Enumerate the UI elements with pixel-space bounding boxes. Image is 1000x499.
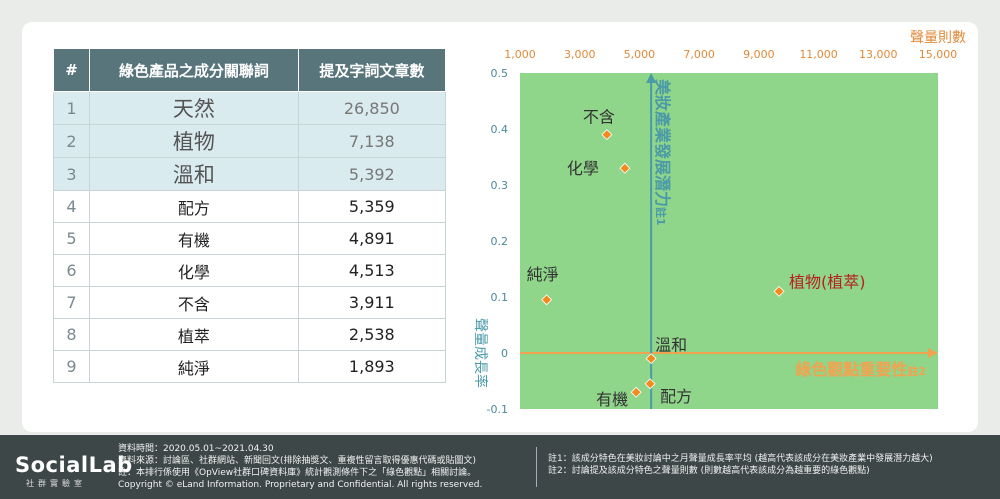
table-row: 8 植萃 2,538 xyxy=(53,318,447,351)
x-tick-label: 1,000 xyxy=(504,48,536,61)
y-axis-potential-text: 美妝產業發展潛力 xyxy=(653,79,672,207)
y-tick-label: -0.1 xyxy=(487,403,508,416)
x-axis-importance-text: 綠色觀點重要性 xyxy=(795,360,907,379)
count-cell: 4,513 xyxy=(297,254,447,287)
rank-cell: 3 xyxy=(53,157,90,191)
point-label: 植物(植萃) xyxy=(789,272,866,291)
sociallab-logo: SocialLab xyxy=(15,453,133,477)
point-label: 配方 xyxy=(660,387,692,406)
y-tick-label: 0 xyxy=(501,347,508,360)
table-row: 4 配方 5,359 xyxy=(53,190,447,223)
table-header-row: # 綠色產品之成分關聯詞 提及字詞文章數 xyxy=(53,48,447,92)
footer: SocialLab 社群實驗室 資料時間：2020.05.01~2021.04.… xyxy=(0,435,1000,499)
scatter-point xyxy=(630,386,642,398)
y-tick-label: 0.1 xyxy=(491,291,509,304)
count-cell: 1,893 xyxy=(297,350,447,383)
scatter-point xyxy=(644,378,656,390)
count-cell: 7,138 xyxy=(297,124,447,158)
x-tick-labels: 1,000 3,000 5,000 7,000 9,000 11,000 13,000 15,… xyxy=(504,48,957,61)
note-line: 資料時間：2020.05.01~2021.04.30 xyxy=(118,444,274,454)
rank-cell: 9 xyxy=(53,350,90,383)
table-row: 2 植物 7,138 xyxy=(53,124,447,158)
rank-cell: 2 xyxy=(53,124,90,158)
scatter-chart: 1,000 3,000 5,000 7,000 9,000 11,000 13,000 15,… xyxy=(470,22,978,432)
x-tick-label: 15,000 xyxy=(919,48,958,61)
table-row: 6 化學 4,513 xyxy=(53,254,447,287)
scatter-point xyxy=(645,353,657,365)
count-cell: 2,538 xyxy=(297,318,447,351)
y-tick-label: 0.4 xyxy=(491,123,509,136)
x-axis-importance-label: 綠色觀點重要性註2 xyxy=(795,360,926,379)
rank-cell: 7 xyxy=(53,286,90,319)
rank-cell: 1 xyxy=(53,91,90,125)
keyword-cell: 植物 xyxy=(89,124,299,158)
rank-cell: 5 xyxy=(53,222,90,255)
point-label: 不含 xyxy=(583,108,615,127)
source-notes: 資料時間：2020.05.01~2021.04.30 資料來源：討論區、社群網站… xyxy=(118,443,482,491)
x-axis-note: 註2 xyxy=(907,364,926,378)
keyword-cell: 溫和 xyxy=(89,157,299,191)
footer-divider xyxy=(536,447,537,487)
scatter-point xyxy=(773,285,785,297)
scatter-point xyxy=(619,162,631,174)
x-tick-label: 13,000 xyxy=(859,48,898,61)
x-tick-label: 5,000 xyxy=(624,48,656,61)
y-tick-label: 0.5 xyxy=(491,67,509,80)
y-tick-label: 0.2 xyxy=(491,235,509,248)
y-axis-note: 註1 xyxy=(654,207,668,226)
note-line: Copyright © eLand Information. Proprieta… xyxy=(118,480,483,490)
point-label: 溫和 xyxy=(655,336,687,355)
table-row: 5 有機 4,891 xyxy=(53,222,447,255)
x-tick-label: 11,000 xyxy=(799,48,838,61)
count-cell: 4,891 xyxy=(297,222,447,255)
col-header-keyword: 綠色產品之成分關聯詞 xyxy=(89,48,299,92)
scatter-point xyxy=(541,294,553,306)
table-row: 7 不含 3,911 xyxy=(53,286,447,319)
x-tick-label: 9,000 xyxy=(743,48,775,61)
note-line: 註：本排行係使用《OpView社群口碑資料庫》統計觀測條件下之「綠色觀點」相關討… xyxy=(118,468,477,478)
keyword-cell: 不含 xyxy=(89,286,299,319)
rank-cell: 6 xyxy=(53,254,90,287)
count-cell: 26,850 xyxy=(297,91,447,125)
table-row: 9 純淨 1,893 xyxy=(53,350,447,383)
keyword-cell: 純淨 xyxy=(89,350,299,383)
y-axis-potential-label: 美妝產業發展潛力註1 xyxy=(653,79,672,226)
count-cell: 5,392 xyxy=(297,157,447,191)
scatter-point xyxy=(601,129,613,141)
note-line: 資料來源：討論區、社群網站、新聞回文(排除抽獎文、重複性留言取得優惠代碼或貼圖文… xyxy=(118,456,477,466)
x-tick-label: 3,000 xyxy=(564,48,596,61)
keyword-cell: 植萃 xyxy=(89,318,299,351)
y-tick-label: 0.3 xyxy=(491,179,509,192)
keyword-cell: 化學 xyxy=(89,254,299,287)
count-cell: 5,359 xyxy=(297,190,447,223)
y-axis-arrowhead xyxy=(646,73,657,83)
x-axis-arrowhead xyxy=(928,348,938,358)
col-header-rank: # xyxy=(53,48,90,92)
table-row: 3 溫和 5,392 xyxy=(53,157,447,191)
keyword-cell: 有機 xyxy=(89,222,299,255)
scatter-chart-svg: 1,000 3,000 5,000 7,000 9,000 11,000 13,000 15,… xyxy=(472,29,966,416)
y-tick-labels: 0.5 0.4 0.3 0.2 0.1 0 -0.1 xyxy=(487,67,508,416)
table-row: 1 天然 26,850 xyxy=(53,91,447,125)
logo-subtitle: 社群實驗室 xyxy=(26,479,86,488)
count-cell: 3,911 xyxy=(297,286,447,319)
keyword-cell: 配方 xyxy=(89,190,299,223)
note-line: 註1：該成分特色在美妝討論中之月聲量成長率平均 (越高代表該成分在美妝產業中發展… xyxy=(548,454,933,464)
col-header-count: 提及字詞文章數 xyxy=(297,48,447,92)
ranking-table: # 綠色產品之成分關聯詞 提及字詞文章數 1 天然 26,850 2 植物 7,138 … xyxy=(53,48,447,383)
keyword-cell: 天然 xyxy=(89,91,299,125)
y-axis-title: 聲量成長率 xyxy=(472,318,489,388)
point-label: 純淨 xyxy=(527,265,559,284)
point-label: 有機 xyxy=(596,390,628,409)
note-line: 註2：討論提及該成分特色之聲量則數 (則數越高代表該成分為越重要的綠色觀點) xyxy=(548,466,870,476)
x-tick-label: 7,000 xyxy=(683,48,715,61)
rank-cell: 8 xyxy=(53,318,90,351)
x-axis-title: 聲量則數 xyxy=(910,29,966,46)
rank-cell: 4 xyxy=(53,190,90,223)
point-label: 化學 xyxy=(567,159,599,178)
axis-notes: 註1：該成分特色在美妝討論中之月聲量成長率平均 (越高代表該成分在美妝產業中發展… xyxy=(548,453,933,477)
